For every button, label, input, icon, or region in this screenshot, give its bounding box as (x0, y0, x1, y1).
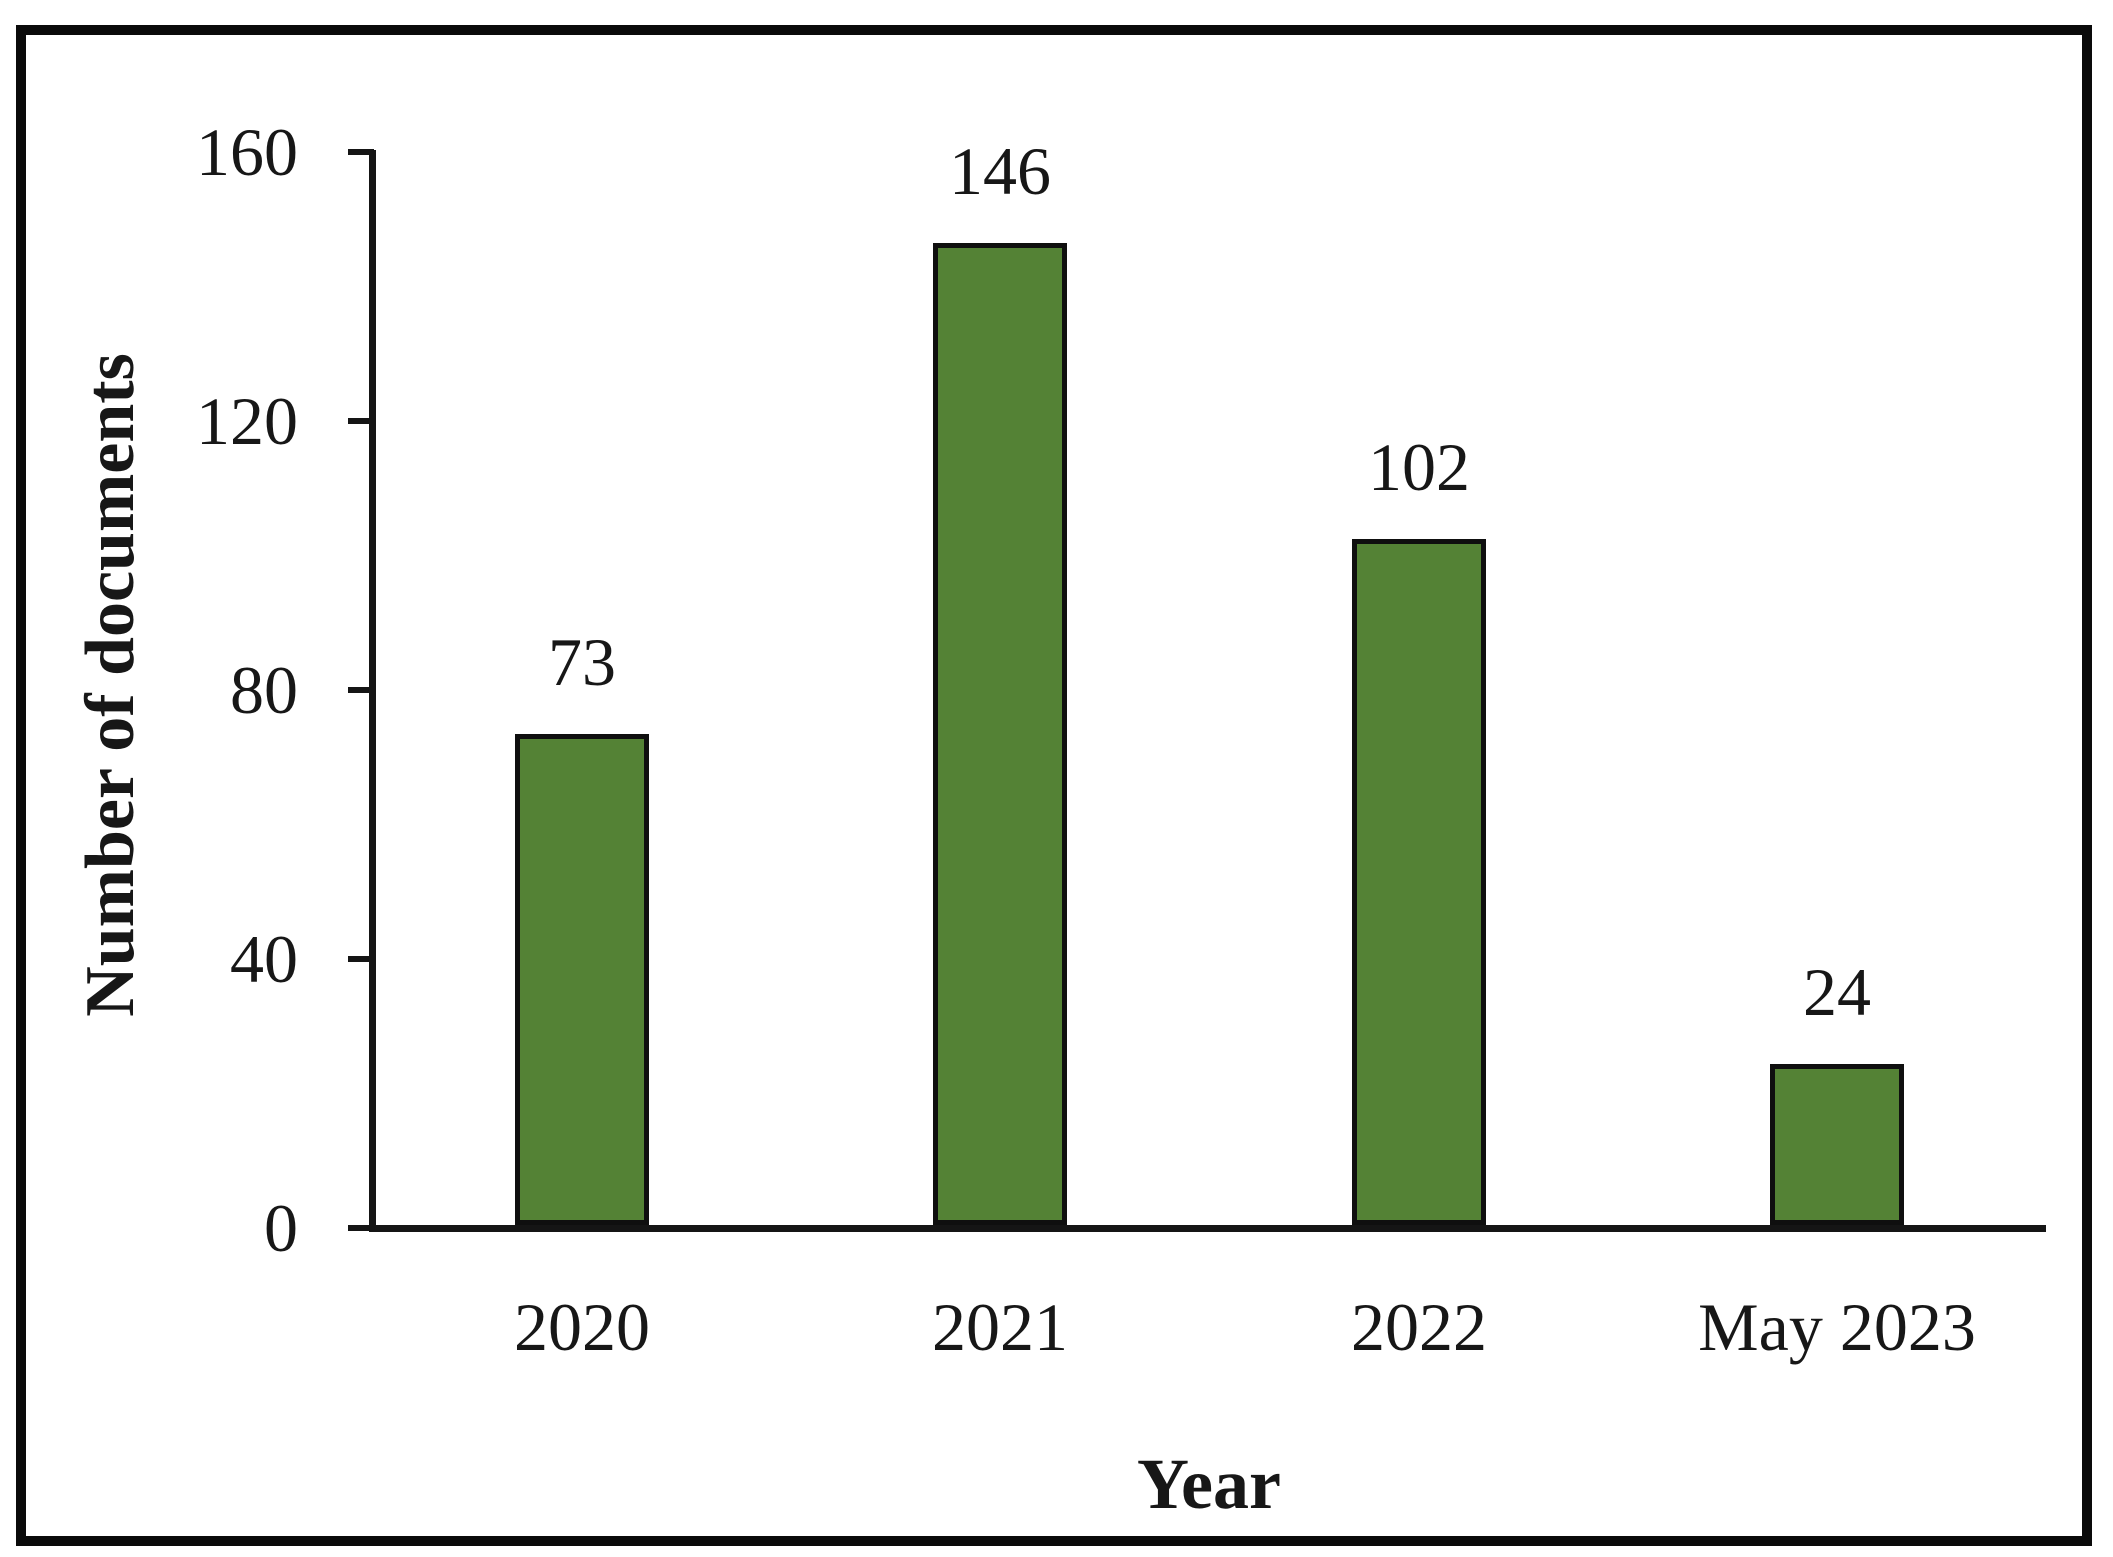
bar-value-label: 24 (1803, 954, 1871, 1030)
y-axis-tick-label: 0 (264, 1190, 298, 1266)
y-axis-title: Number of documents (72, 353, 149, 1017)
figure-border: 0 40 80 120 160 73 2020 146 2021 102 2022 24 May 20… (16, 25, 2092, 1546)
y-axis-tick-label: 160 (196, 114, 298, 190)
y-axis-tick-label: 40 (230, 921, 298, 997)
bar-value-label: 73 (548, 624, 616, 700)
x-axis-category-label: 2021 (932, 1289, 1068, 1365)
y-axis-tick-label: 120 (196, 383, 298, 459)
x-axis-line (369, 1225, 2046, 1232)
y-axis-tick-mark (348, 418, 374, 424)
x-axis-category-label: May 2023 (1698, 1289, 1976, 1365)
bar-value-label: 146 (949, 133, 1051, 209)
x-axis-category-label: 2022 (1351, 1289, 1487, 1365)
y-axis-tick-label: 80 (230, 652, 298, 728)
bar-May 2023 (1770, 1064, 1904, 1225)
x-axis-title: Year (1137, 1444, 1281, 1524)
y-axis-tick-mark (348, 956, 374, 962)
x-axis-category-label: 2020 (514, 1289, 650, 1365)
y-axis-tick-mark (348, 1225, 374, 1231)
bar-2022 (1352, 539, 1486, 1225)
bar-2020 (515, 734, 649, 1225)
bar-value-label: 102 (1368, 429, 1470, 505)
y-axis-tick-mark (348, 149, 374, 155)
y-axis-tick-mark (348, 687, 374, 693)
bar-2021 (933, 243, 1067, 1225)
